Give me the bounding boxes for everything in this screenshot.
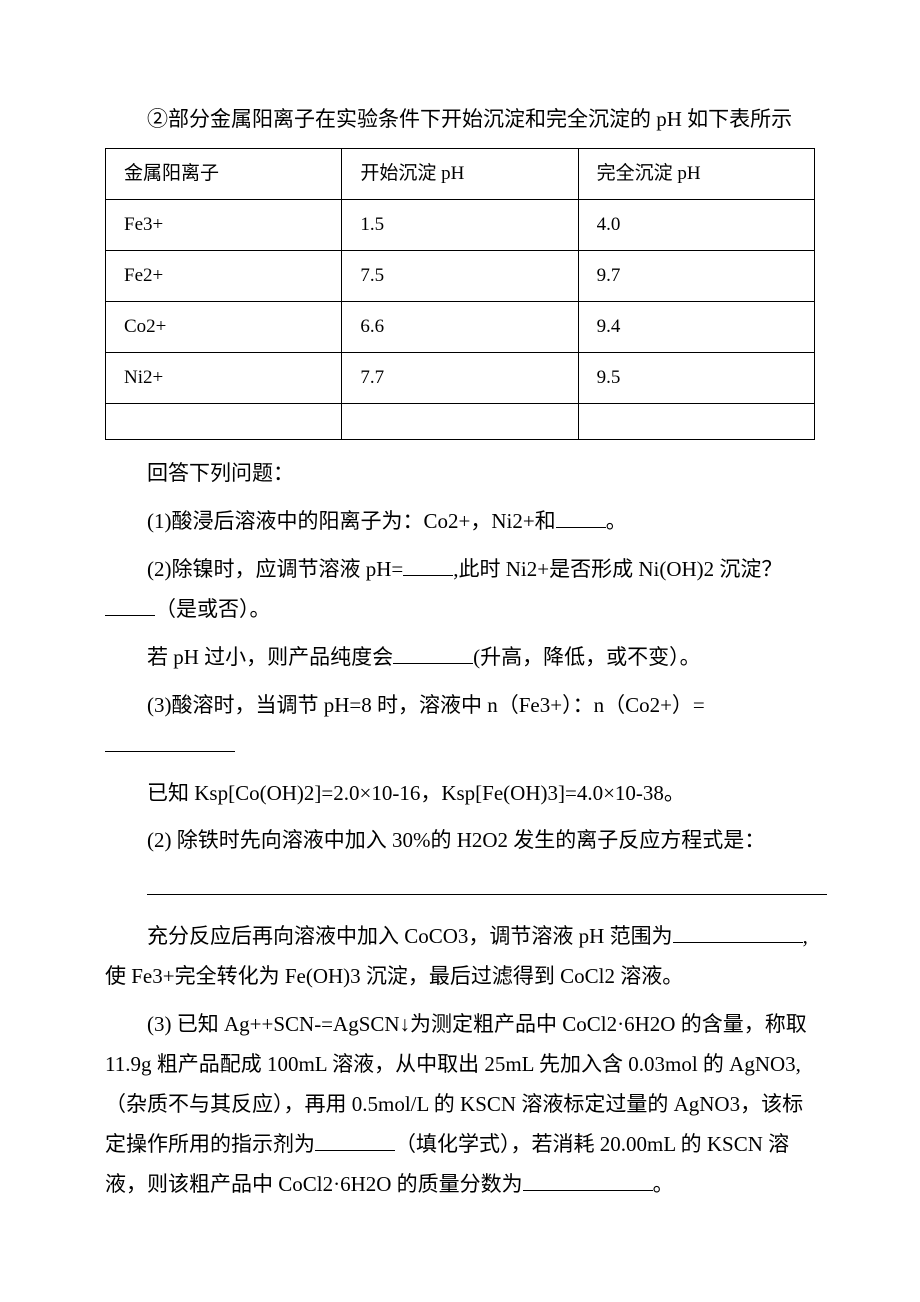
cell: 9.5: [578, 353, 814, 404]
cell: 6.6: [342, 302, 578, 353]
question-2a: (2)除镍时，应调节溶液 pH= ,此时 Ni2+是否形成 Ni(OH)2 沉淀？…: [105, 550, 815, 630]
question-5: (3) 已知 Ag++SCN-=AgSCN↓为测定粗产品中 CoCl2·6H2O…: [105, 1005, 815, 1204]
blank: [105, 731, 235, 752]
q1-text-before: (1)酸浸后溶液中的阳离子为：Co2+，Ni2+和: [147, 509, 556, 533]
intro-line: ②部分金属阳离子在实验条件下开始沉淀和完全沉淀的 pH 如下表所示: [105, 100, 815, 140]
table-header-row: 金属阳离子 开始沉淀 pH 完全沉淀 pH: [106, 148, 815, 199]
table-row: Co2+ 6.6 9.4: [106, 302, 815, 353]
th-cation: 金属阳离子: [106, 148, 342, 199]
cell: 7.7: [342, 353, 578, 404]
q2b-after: (升高，降低，或不变）。: [473, 645, 701, 669]
cell: Fe3+: [106, 199, 342, 250]
th-full-ph: 完全沉淀 pH: [578, 148, 814, 199]
coco3-line: 充分反应后再向溶液中加入 CoCO3，调节溶液 pH 范围为,使 Fe3+完全转…: [105, 917, 815, 997]
question-3a: (3)酸溶时，当调节 pH=8 时，溶液中 n（Fe3+）：n（Co2+）=: [105, 686, 815, 766]
blank: [673, 922, 803, 943]
blank: [523, 1170, 653, 1191]
blank: [403, 555, 453, 576]
q3a-before: (3)酸溶时，当调节 pH=8 时，溶液中 n（Fe3+）：n（Co2+）=: [147, 693, 705, 717]
q2a-after: （是或否）。: [155, 597, 271, 621]
ksp-line: 已知 Ksp[Co(OH)2]=2.0×10-16，Ksp[Fe(OH)3]=4…: [105, 774, 815, 814]
blank: [393, 643, 473, 664]
blank: [147, 874, 827, 895]
ph-table: 金属阳离子 开始沉淀 pH 完全沉淀 pH Fe3+ 1.5 4.0 Fe2+ …: [105, 148, 815, 440]
blank: [105, 595, 155, 616]
cell: 9.4: [578, 302, 814, 353]
table-row: Fe3+ 1.5 4.0: [106, 199, 815, 250]
question-1: (1)酸浸后溶液中的阳离子为：Co2+，Ni2+和 。: [105, 502, 815, 542]
q2a-mid: ,此时 Ni2+是否形成 Ni(OH)2 沉淀？: [453, 557, 782, 581]
questions-header: 回答下列问题：: [105, 454, 815, 494]
q2a-before: (2)除镍时，应调节溶液 pH=: [147, 557, 403, 581]
reaction-blank-line: [105, 869, 815, 909]
table-row: Fe2+ 7.5 9.7: [106, 251, 815, 302]
cell: [578, 404, 814, 440]
reaction-line: (2) 除铁时先向溶液中加入 30%的 H2O2 发生的离子反应方程式是：: [105, 821, 815, 861]
table-row: Ni2+ 7.7 9.5: [106, 353, 815, 404]
cell: 9.7: [578, 251, 814, 302]
cell: [106, 404, 342, 440]
cell: 4.0: [578, 199, 814, 250]
cell: Ni2+: [106, 353, 342, 404]
cell: Fe2+: [106, 251, 342, 302]
question-2b: 若 pH 过小，则产品纯度会 (升高，降低，或不变）。: [105, 638, 815, 678]
th-start-ph: 开始沉淀 pH: [342, 148, 578, 199]
cell: 1.5: [342, 199, 578, 250]
cell: 7.5: [342, 251, 578, 302]
cell: [342, 404, 578, 440]
q2b-before: 若 pH 过小，则产品纯度会: [147, 645, 393, 669]
blank: [556, 507, 606, 528]
q5-after: 。: [653, 1172, 674, 1196]
q1-text-after: 。: [606, 509, 627, 533]
table-row-empty: [106, 404, 815, 440]
cell: Co2+: [106, 302, 342, 353]
coco3-before: 充分反应后再向溶液中加入 CoCO3，调节溶液 pH 范围为: [147, 924, 673, 948]
blank: [315, 1130, 395, 1151]
